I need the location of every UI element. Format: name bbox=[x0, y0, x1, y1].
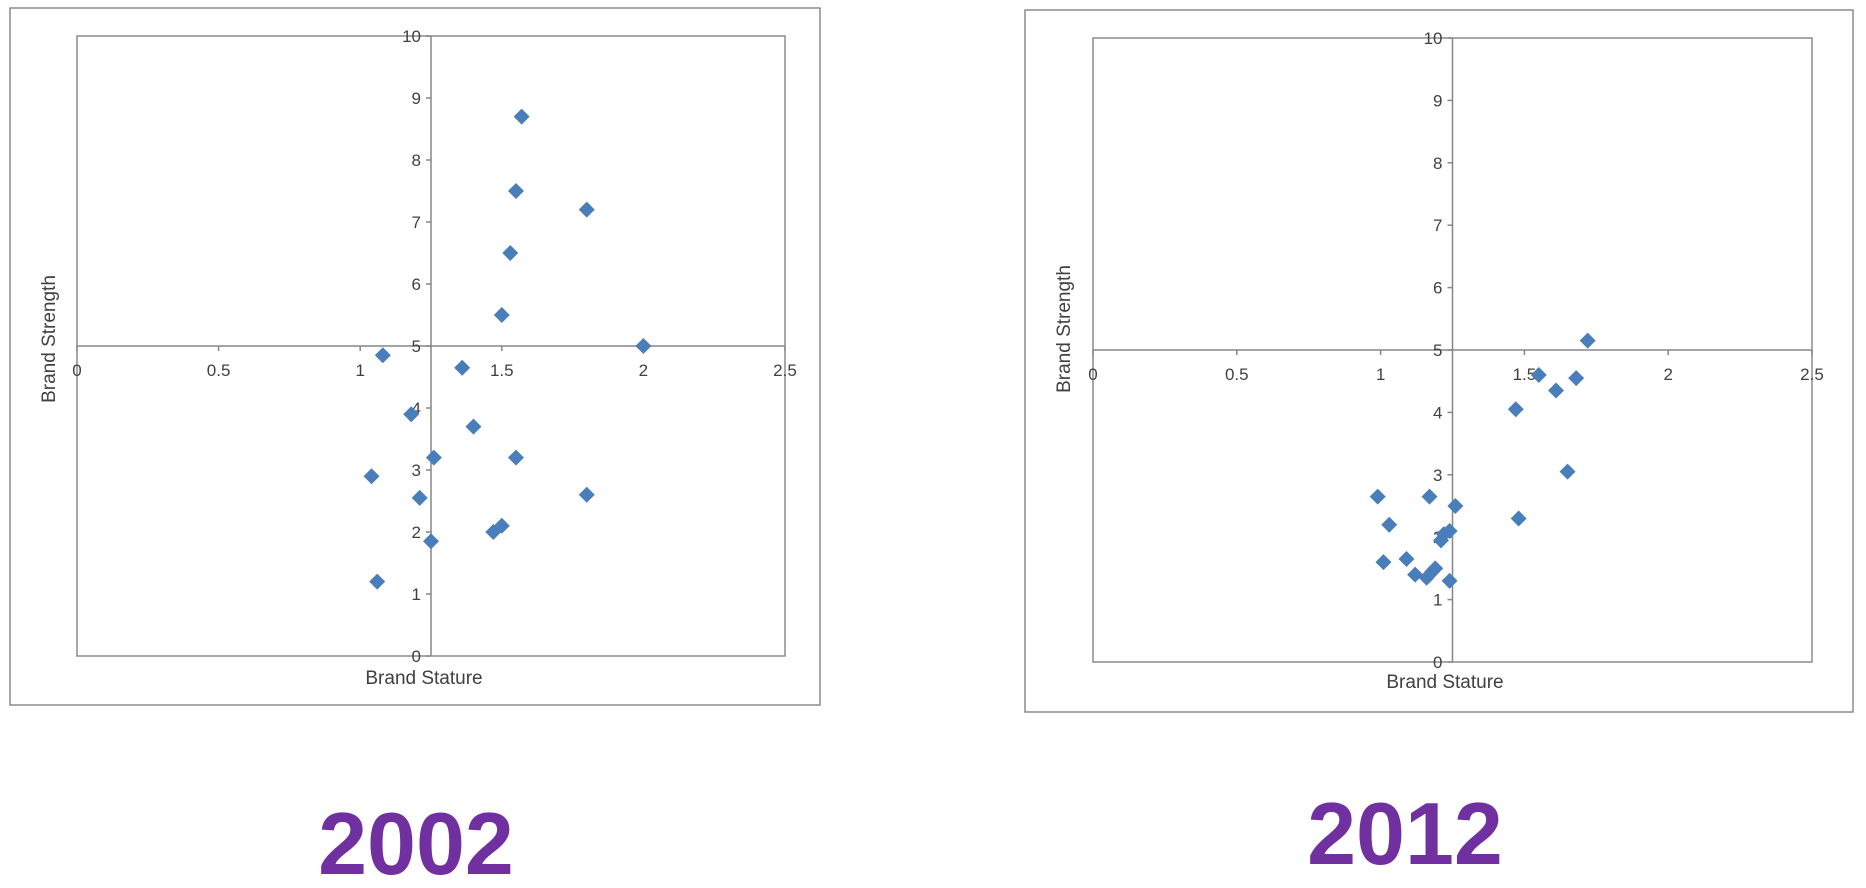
x-tick-label: 0.5 bbox=[1225, 365, 1249, 384]
y-tick-label: 3 bbox=[412, 461, 421, 480]
data-point bbox=[578, 201, 595, 218]
y-tick-label: 10 bbox=[402, 27, 421, 46]
y-tick-label: 8 bbox=[412, 151, 421, 170]
y-tick-label: 8 bbox=[1433, 154, 1442, 173]
x-tick-label: 0.5 bbox=[207, 361, 231, 380]
x-tick-label: 1 bbox=[355, 361, 364, 380]
data-point bbox=[369, 573, 386, 590]
data-point bbox=[374, 347, 391, 364]
data-point bbox=[1432, 532, 1449, 549]
data-point bbox=[1441, 572, 1458, 589]
x-tick-label: 2.5 bbox=[1800, 365, 1824, 384]
data-point bbox=[1407, 566, 1424, 583]
chart-frame bbox=[1024, 9, 1854, 713]
y-tick-label: 5 bbox=[1433, 341, 1442, 360]
data-point bbox=[578, 486, 595, 503]
y-tick-label: 5 bbox=[412, 337, 421, 356]
x-tick-label: 0 bbox=[1088, 365, 1097, 384]
y-tick-label: 10 bbox=[1424, 29, 1443, 48]
x-tick-label: 2 bbox=[639, 361, 648, 380]
y-tick-label: 7 bbox=[412, 213, 421, 232]
x-tick-label: 1 bbox=[1376, 365, 1385, 384]
x-tick-label: 0 bbox=[72, 361, 81, 380]
data-point bbox=[513, 108, 530, 125]
data-point bbox=[1548, 382, 1565, 399]
data-point bbox=[1424, 563, 1441, 580]
y-axis-title: Brand Strength bbox=[1054, 265, 1075, 393]
data-point bbox=[1369, 488, 1386, 505]
data-point bbox=[454, 359, 471, 376]
data-point bbox=[1381, 516, 1398, 533]
data-point bbox=[493, 307, 510, 323]
y-tick-label: 1 bbox=[412, 585, 421, 604]
y-tick-label: 3 bbox=[1433, 466, 1442, 485]
data-point bbox=[403, 406, 420, 423]
data-point bbox=[635, 338, 652, 354]
chart-frame bbox=[9, 7, 821, 706]
x-axis-title: Brand Stature bbox=[1386, 672, 1503, 693]
data-point bbox=[507, 183, 524, 199]
y-tick-label: 0 bbox=[1433, 653, 1442, 672]
data-point bbox=[1398, 551, 1415, 568]
data-point bbox=[425, 449, 442, 466]
data-point bbox=[465, 418, 482, 435]
data-point bbox=[1530, 366, 1547, 383]
data-point bbox=[1507, 401, 1524, 418]
y-tick-label: 6 bbox=[412, 275, 421, 294]
y-tick-label: 4 bbox=[412, 399, 421, 418]
data-point bbox=[1441, 522, 1458, 539]
data-point bbox=[1559, 463, 1576, 480]
y-tick-label: 2 bbox=[412, 523, 421, 542]
x-tick-label: 1.5 bbox=[490, 361, 514, 380]
data-point bbox=[1421, 488, 1438, 505]
data-point bbox=[1375, 554, 1392, 571]
data-point bbox=[1579, 332, 1596, 349]
x-tick-label: 2 bbox=[1663, 365, 1672, 384]
y-tick-label: 4 bbox=[1433, 403, 1442, 422]
data-point bbox=[363, 468, 380, 485]
data-point bbox=[423, 533, 439, 550]
y-axis-title: Brand Strength bbox=[39, 275, 60, 403]
data-point bbox=[1447, 498, 1464, 514]
y-tick-label: 1 bbox=[1433, 591, 1442, 610]
year-label-2012: 2012 bbox=[1307, 784, 1503, 883]
data-point bbox=[507, 449, 524, 466]
y-tick-label: 0 bbox=[412, 647, 421, 666]
y-tick-label: 9 bbox=[1433, 91, 1442, 110]
x-axis-title: Brand Stature bbox=[365, 668, 482, 689]
data-point bbox=[493, 517, 510, 534]
data-point bbox=[1510, 510, 1527, 527]
x-tick-label: 1.5 bbox=[1513, 365, 1537, 384]
y-tick-label: 7 bbox=[1433, 216, 1442, 235]
x-tick-label: 2.5 bbox=[773, 361, 797, 380]
data-point bbox=[1568, 370, 1585, 387]
data-point bbox=[411, 489, 428, 506]
year-label-2002: 2002 bbox=[318, 794, 514, 888]
y-tick-label: 6 bbox=[1433, 279, 1442, 298]
y-tick-label: 9 bbox=[412, 89, 421, 108]
data-point bbox=[502, 245, 519, 261]
